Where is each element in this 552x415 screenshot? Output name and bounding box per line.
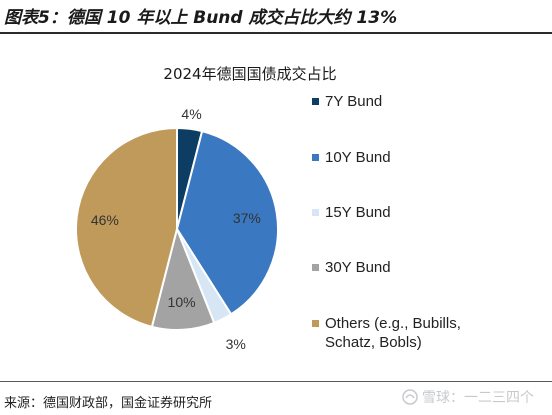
figure-title: 图表5：德国 10 年以上 Bund 成交占比大约 13%: [4, 8, 398, 28]
pie-slice-others: [75, 126, 178, 329]
source-note: 来源：德国财政部，国金证券研究所: [4, 396, 213, 411]
source-rule: [0, 381, 552, 382]
legend-label: 10Y Bund: [325, 149, 391, 166]
slice-label-46pct: 46%: [90, 211, 119, 228]
slice-label-37pct: 37%: [232, 209, 261, 226]
legend-item: 15Y Bund: [312, 203, 525, 222]
legend-label: 7Y Bund: [325, 93, 383, 110]
legend-swatch: [312, 320, 319, 327]
legend-label: 15Y Bund: [325, 204, 391, 221]
slice-label-4pct: 4%: [181, 105, 202, 122]
legend-swatch: [312, 154, 319, 161]
legend-item: 30Y Bund: [312, 258, 525, 277]
legend-item: Others (e.g., Bubills, Schatz, Bobls): [312, 314, 525, 352]
title-rule: [0, 32, 552, 34]
watermark-text: 雪球：一二三四个: [422, 390, 534, 406]
legend-swatch: [312, 264, 319, 271]
legend-item: 7Y Bund: [312, 92, 525, 111]
snowball-logo-icon: [402, 389, 418, 405]
watermark: 雪球：一二三四个: [402, 387, 534, 407]
slice-label-10pct: 10%: [167, 293, 196, 310]
legend-label: 30Y Bund: [325, 259, 391, 276]
legend-swatch: [312, 98, 319, 105]
chart-title: 2024年德国国债成交占比: [163, 65, 337, 83]
slice-label-3pct: 3%: [225, 336, 246, 353]
legend-swatch: [312, 209, 319, 216]
legend-item: 10Y Bund: [312, 148, 525, 167]
legend-label: Others (e.g., Bubills, Schatz, Bobls): [325, 315, 461, 351]
